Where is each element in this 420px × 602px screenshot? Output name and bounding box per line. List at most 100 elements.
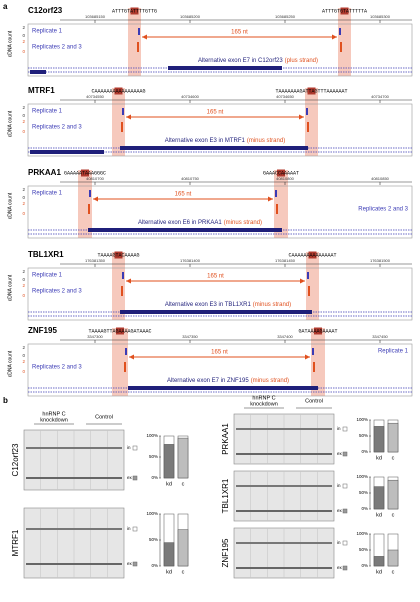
- exon-label: Alternative exon E3 in MTRF1 (minus stran…: [165, 138, 285, 144]
- exon-name: Alternative exon E3 in MTRF1: [165, 138, 246, 144]
- read-bar: [138, 28, 140, 35]
- bar: [177, 529, 189, 567]
- y-tick-label: 2: [22, 39, 25, 44]
- track-box: [27, 343, 413, 397]
- band-key: [342, 426, 348, 432]
- sequence: TAAAAAAAGATTAGTTTAAAAAAT: [275, 88, 347, 94]
- bar-label: c: [392, 569, 395, 575]
- gene-name: ZNF195: [221, 538, 230, 567]
- coordinate: 40810850: [371, 176, 390, 181]
- gel-band: [26, 447, 122, 449]
- header: hnRNP C: [252, 395, 275, 401]
- coordinate: 103685200: [180, 14, 201, 19]
- band-key: [132, 475, 138, 481]
- read-bar: [121, 286, 123, 296]
- replicate-label: Replicate 1: [378, 349, 409, 355]
- read-bar: [339, 28, 341, 35]
- gene-name: MTRF1: [11, 529, 20, 556]
- y-tick-label: 0: [22, 353, 25, 358]
- y-tick-label: 0%: [361, 449, 368, 454]
- header: Control: [95, 414, 113, 420]
- panel-label: a: [3, 2, 8, 11]
- y-axis-label: cDNA count: [7, 274, 13, 301]
- exon: [120, 310, 312, 314]
- coordinate: 40810700: [86, 176, 105, 181]
- gene-name: TBL1XR1: [221, 478, 230, 513]
- sequence-highlight: [114, 251, 123, 259]
- coordinate: 3347300: [87, 334, 103, 339]
- y-axis-label: cDNA count: [7, 110, 13, 137]
- gene-name: PRKAA1: [28, 168, 61, 177]
- read-bar: [88, 204, 90, 214]
- exon-highlight: [274, 170, 288, 238]
- y-tick-label: 50%: [149, 454, 158, 459]
- bar-label: kd: [166, 569, 172, 575]
- band-key: [132, 445, 138, 451]
- exon-name: Alternative exon E7 in ZNF195: [167, 378, 249, 384]
- sequence-highlight: [130, 7, 139, 15]
- read-bar: [307, 272, 309, 279]
- gene-name: MTRF1: [28, 86, 55, 95]
- exon-highlight: [338, 8, 351, 76]
- y-tick-label: 100%: [356, 417, 368, 422]
- y-tick-label: 100%: [146, 511, 158, 516]
- exon: [30, 150, 104, 154]
- header: knockdown: [40, 417, 68, 423]
- y-axis-label: cDNA count: [7, 192, 13, 219]
- exon-highlight: [128, 8, 141, 76]
- y-tick-label: 50%: [359, 433, 368, 438]
- gel-band: [236, 428, 332, 430]
- bar-label: kd: [166, 481, 172, 487]
- exon-highlight: [112, 88, 125, 156]
- coordinate: 103685250: [275, 14, 296, 19]
- y-tick-label: 0%: [361, 563, 368, 568]
- distance-label: 165 nt: [207, 274, 224, 280]
- strand: (minus strand): [247, 138, 285, 144]
- coordinate: 40734650: [276, 94, 295, 99]
- bar-label: kd: [376, 512, 382, 518]
- y-tick-label: 0: [22, 277, 25, 282]
- sequence: GATAAAAGAAAAT: [298, 328, 337, 334]
- distance-label: 165 nt: [175, 192, 192, 198]
- bar: [387, 422, 399, 453]
- y-tick-label: 2: [22, 345, 25, 350]
- y-tick-label: 2: [22, 269, 25, 274]
- bar-label: c: [392, 455, 395, 461]
- coordinate: 103685150: [85, 14, 106, 19]
- band-label: in: [337, 426, 341, 431]
- strand: (minus strand): [251, 378, 289, 384]
- bar: [387, 479, 399, 510]
- bar: [163, 444, 175, 479]
- band-label: ex: [127, 561, 133, 566]
- coordinate: 40734700: [371, 94, 390, 99]
- read-bar: [125, 348, 127, 355]
- sequence-highlight: [114, 87, 123, 95]
- sequence-highlight: [116, 327, 124, 335]
- read-bar: [275, 190, 277, 197]
- gel-band: [26, 563, 122, 565]
- sequence-highlight: [308, 251, 317, 259]
- track-box: [27, 23, 413, 77]
- y-tick-label: 100%: [356, 531, 368, 536]
- sequence-highlight: [81, 169, 89, 177]
- exon-highlight: [311, 328, 325, 396]
- exon-label: Alternative exon E3 in TBL1XR1 (minus str…: [165, 302, 291, 308]
- gel-band: [26, 477, 122, 479]
- band-label: in: [127, 445, 131, 450]
- read-bar: [122, 272, 124, 279]
- distance-label: 165 nt: [231, 30, 248, 36]
- y-tick-label: 0: [22, 369, 25, 374]
- y-tick-label: 0%: [151, 475, 158, 480]
- y-tick-label: 0: [22, 129, 25, 134]
- band-label: in: [337, 540, 341, 545]
- y-tick-label: 2: [22, 25, 25, 30]
- read-bar: [276, 204, 278, 214]
- bar: [373, 426, 385, 453]
- replicate-label: Replicates 2 and 3: [32, 125, 82, 131]
- bar: [373, 486, 385, 510]
- gel-band: [236, 542, 332, 544]
- exon: [30, 70, 46, 74]
- y-tick-label: 2: [22, 187, 25, 192]
- y-tick-label: 2: [22, 201, 25, 206]
